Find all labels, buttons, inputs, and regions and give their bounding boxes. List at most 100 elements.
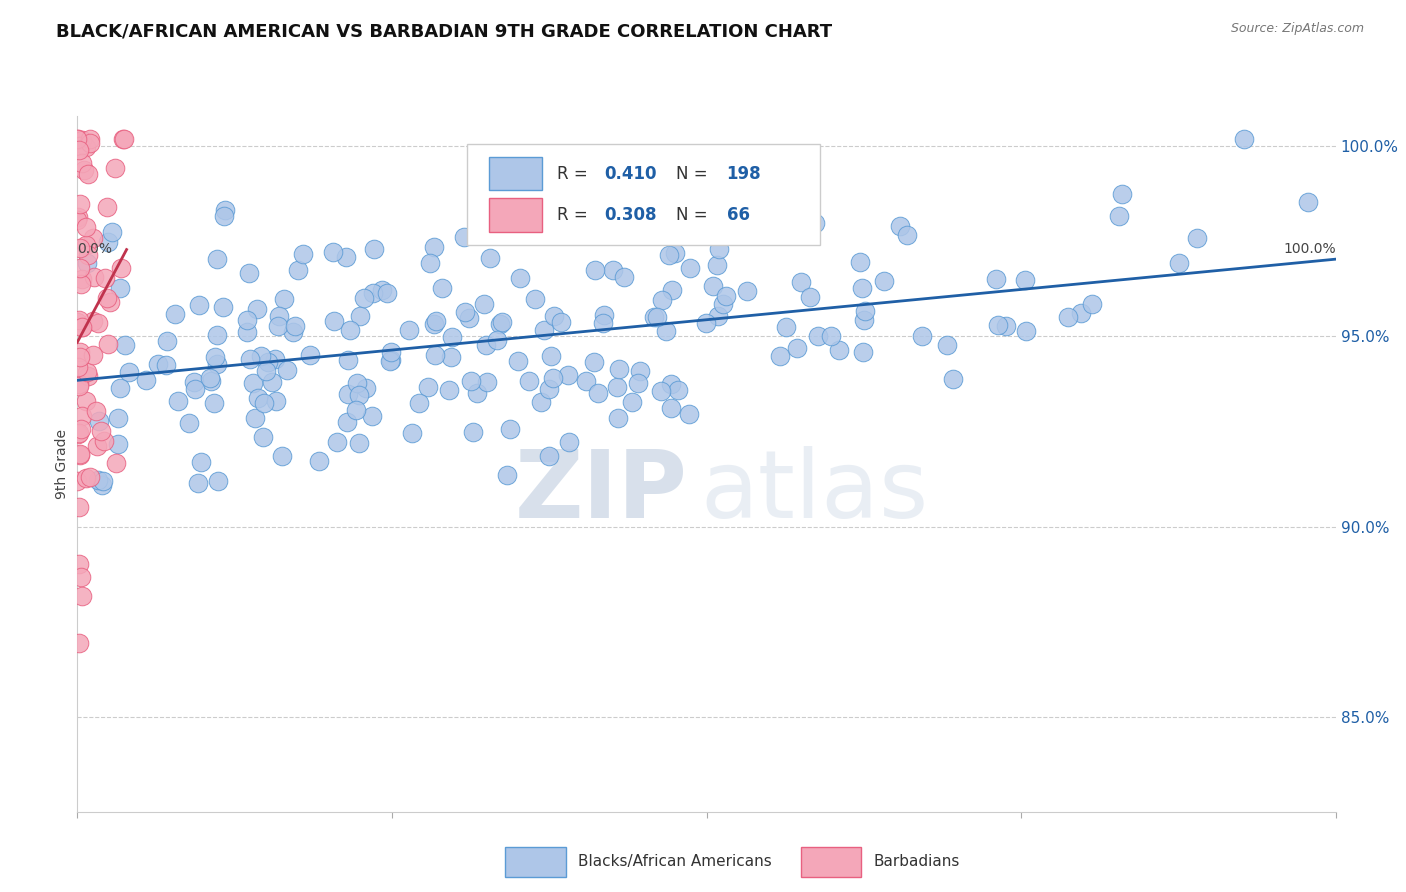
Point	[454, 305, 477, 319]
Point	[118, 365, 141, 379]
Point	[678, 407, 700, 421]
Point	[112, 132, 135, 146]
Point	[70, 570, 93, 584]
Point	[353, 291, 375, 305]
Point	[711, 296, 734, 310]
Point	[661, 283, 683, 297]
Point	[76, 167, 98, 181]
Point	[254, 364, 277, 378]
Point	[1187, 230, 1209, 244]
Point	[790, 276, 813, 290]
Point	[97, 336, 120, 351]
Point	[246, 302, 269, 317]
Point	[335, 251, 357, 265]
Point	[110, 261, 132, 276]
Point	[378, 354, 401, 368]
Point	[67, 377, 90, 392]
Point	[66, 210, 89, 224]
Point	[613, 270, 636, 285]
Point	[90, 477, 112, 491]
Point	[489, 317, 512, 331]
Point	[707, 242, 730, 256]
Point	[77, 248, 100, 262]
Point	[291, 247, 314, 261]
Point	[75, 393, 97, 408]
Point	[606, 380, 628, 394]
Point	[308, 454, 330, 468]
Point	[550, 314, 572, 328]
Point	[134, 373, 156, 387]
Point	[72, 271, 94, 285]
Point	[769, 349, 792, 363]
Point	[75, 140, 97, 154]
Point	[98, 294, 121, 309]
Point	[853, 303, 876, 318]
Point	[75, 238, 97, 252]
Point	[72, 133, 94, 147]
Point	[69, 448, 91, 462]
Point	[190, 455, 212, 469]
Point	[533, 323, 555, 337]
Point	[645, 310, 668, 324]
Point	[247, 391, 270, 405]
Point	[425, 313, 447, 327]
Point	[661, 401, 683, 415]
Point	[1081, 297, 1104, 311]
Point	[1167, 256, 1189, 270]
Point	[592, 317, 614, 331]
FancyBboxPatch shape	[489, 198, 541, 232]
Point	[851, 280, 873, 294]
Point	[583, 355, 606, 369]
Text: R =: R =	[557, 164, 593, 183]
Point	[70, 320, 93, 334]
Text: R =: R =	[557, 206, 593, 224]
Point	[363, 285, 385, 300]
Point	[148, 357, 170, 371]
Point	[896, 227, 918, 242]
Point	[66, 315, 89, 329]
Point	[467, 386, 489, 401]
Point	[509, 271, 531, 285]
Text: N =: N =	[676, 164, 713, 183]
Point	[337, 353, 360, 368]
Point	[67, 143, 90, 157]
Point	[212, 209, 235, 223]
Point	[453, 230, 475, 244]
Point	[735, 284, 758, 298]
Point	[69, 139, 91, 153]
Point	[557, 368, 579, 382]
Point	[283, 325, 305, 339]
Y-axis label: 9th Grade: 9th Grade	[55, 429, 69, 499]
Point	[165, 307, 187, 321]
Point	[344, 403, 367, 417]
Point	[107, 437, 129, 451]
Text: Source: ZipAtlas.com: Source: ZipAtlas.com	[1230, 22, 1364, 36]
Point	[75, 219, 97, 234]
Point	[517, 374, 540, 388]
Point	[82, 231, 104, 245]
Point	[659, 376, 682, 391]
Point	[67, 635, 90, 649]
Point	[76, 471, 98, 485]
Point	[375, 285, 398, 300]
Point	[82, 348, 104, 362]
Point	[200, 375, 222, 389]
Point	[628, 364, 651, 378]
FancyBboxPatch shape	[489, 157, 541, 190]
Point	[650, 384, 672, 399]
Point	[786, 341, 808, 355]
Point	[1111, 186, 1133, 201]
FancyBboxPatch shape	[505, 847, 565, 877]
Point	[69, 447, 91, 461]
Point	[69, 345, 91, 359]
Point	[491, 315, 513, 329]
Point	[607, 410, 630, 425]
Point	[155, 359, 177, 373]
Point	[239, 352, 262, 367]
Point	[82, 314, 104, 328]
Text: ZIP: ZIP	[515, 446, 688, 538]
Point	[67, 313, 90, 327]
Point	[398, 322, 420, 336]
Point	[70, 156, 93, 170]
Point	[643, 310, 665, 324]
